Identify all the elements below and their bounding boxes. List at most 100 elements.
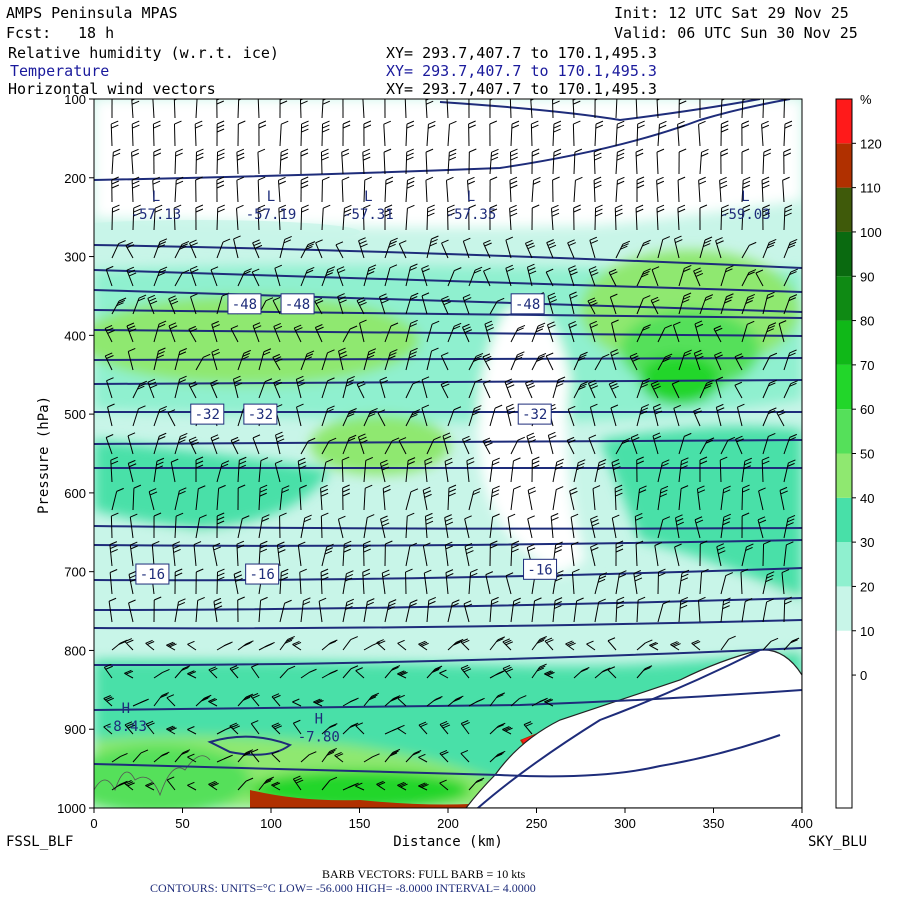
wind-barb	[783, 268, 799, 287]
wind-barb	[699, 236, 713, 259]
wind-barb	[153, 668, 170, 679]
wind-barb	[187, 670, 197, 679]
wind-barb	[694, 516, 704, 539]
wind-barb	[460, 638, 470, 651]
field-wind-name: Horizontal wind vectors	[8, 80, 216, 98]
temperature-label: -16	[527, 562, 552, 578]
wind-barb	[755, 269, 764, 287]
wind-barb	[237, 515, 250, 539]
wind-barb	[237, 349, 251, 371]
wind-barb	[300, 148, 309, 175]
wind-barb	[153, 204, 163, 231]
wind-barb	[132, 405, 146, 427]
plot-area: -48 -48 -48 -32 -32 -32 -16 -16 -16 L -57.13 L -57.…	[94, 99, 802, 808]
wind-barb	[426, 320, 440, 343]
wind-barb	[271, 693, 281, 707]
wind-barb	[547, 321, 556, 343]
wind-barb	[384, 665, 401, 679]
wind-barb	[673, 404, 681, 427]
wind-barb	[174, 568, 183, 595]
field-wind-xy: XY= 293.7,407.7 to 170.1,495.3	[386, 80, 657, 98]
y-tick-label: 700	[64, 565, 86, 580]
wind-barb	[152, 176, 161, 203]
wind-barb	[166, 725, 177, 735]
wind-barb	[468, 777, 485, 791]
wind-barb	[483, 267, 491, 287]
wind-barb	[321, 639, 338, 651]
wind-barb	[636, 485, 647, 511]
wind-barb	[636, 268, 651, 287]
wind-barb	[296, 403, 304, 427]
wind-barb	[762, 571, 775, 595]
wind-barb	[509, 204, 518, 231]
wind-barb	[363, 120, 372, 147]
wind-barb	[444, 457, 453, 483]
wind-barb	[187, 781, 197, 791]
wind-barb	[573, 667, 590, 679]
wind-barb	[523, 721, 533, 735]
wind-barb	[426, 120, 436, 147]
wind-barb	[174, 176, 184, 203]
wind-barb	[418, 640, 429, 651]
temperature-label: -32	[248, 407, 273, 423]
wind-barb	[636, 378, 651, 399]
field-rh-xy: XY= 293.7,407.7 to 170.1,495.3	[386, 44, 657, 62]
wind-barb	[674, 235, 683, 259]
wind-barb	[544, 637, 554, 651]
wind-barb	[657, 120, 667, 147]
wind-barb	[132, 204, 141, 231]
wind-barb	[762, 148, 772, 175]
wind-barb	[779, 486, 788, 511]
wind-barb	[715, 376, 724, 399]
wind-barb	[195, 353, 211, 371]
wind-barb	[421, 265, 430, 287]
wind-barb	[232, 375, 243, 399]
wind-barb	[678, 432, 692, 455]
wind-barb	[379, 376, 388, 399]
wind-barb	[384, 695, 401, 707]
wind-barb	[468, 353, 484, 371]
wind-barb	[110, 512, 119, 539]
wind-barb	[510, 485, 521, 511]
wind-barb	[715, 237, 724, 259]
wind-barb	[482, 380, 491, 399]
wind-barb	[300, 204, 309, 231]
wind-barb	[172, 541, 181, 567]
wind-barb	[279, 665, 296, 679]
wind-barb	[321, 120, 330, 147]
rh-surface-strip	[250, 790, 470, 808]
wind-barb	[699, 540, 708, 567]
wind-barb	[405, 568, 413, 595]
wind-barb	[462, 294, 472, 315]
wind-barb	[466, 457, 475, 483]
temperature-label: -48	[232, 297, 257, 313]
temperature-label-box	[190, 403, 225, 425]
colorbar-segment	[836, 99, 852, 144]
wind-barb	[697, 596, 706, 623]
wind-barb	[174, 269, 190, 287]
wind-barb	[657, 459, 670, 483]
wind-barb	[762, 637, 779, 651]
wind-barb	[510, 695, 527, 707]
x-tick-label: 250	[526, 816, 548, 831]
wind-barb	[636, 665, 653, 679]
colorbar-segment	[836, 675, 852, 720]
valid-time: Valid: 06 UTC Sun 30 Nov 25	[614, 24, 858, 42]
wind-barb	[173, 204, 182, 231]
y-tick-label: 500	[64, 407, 86, 422]
wind-barb	[699, 99, 701, 119]
x-tick-label: 300	[614, 816, 636, 831]
wind-barb	[783, 120, 793, 147]
wind-barb	[636, 295, 651, 315]
wind-barb	[594, 667, 611, 679]
wind-barb	[321, 266, 336, 287]
wind-barb	[342, 204, 352, 231]
wind-barb	[439, 779, 449, 791]
wind-barb	[273, 322, 283, 343]
extremum-value: -57.19	[246, 207, 297, 223]
wind-barb	[741, 320, 755, 343]
wind-barb	[276, 541, 286, 567]
wind-barb	[216, 484, 226, 511]
wind-barb	[783, 238, 798, 259]
wind-barb	[320, 512, 329, 539]
